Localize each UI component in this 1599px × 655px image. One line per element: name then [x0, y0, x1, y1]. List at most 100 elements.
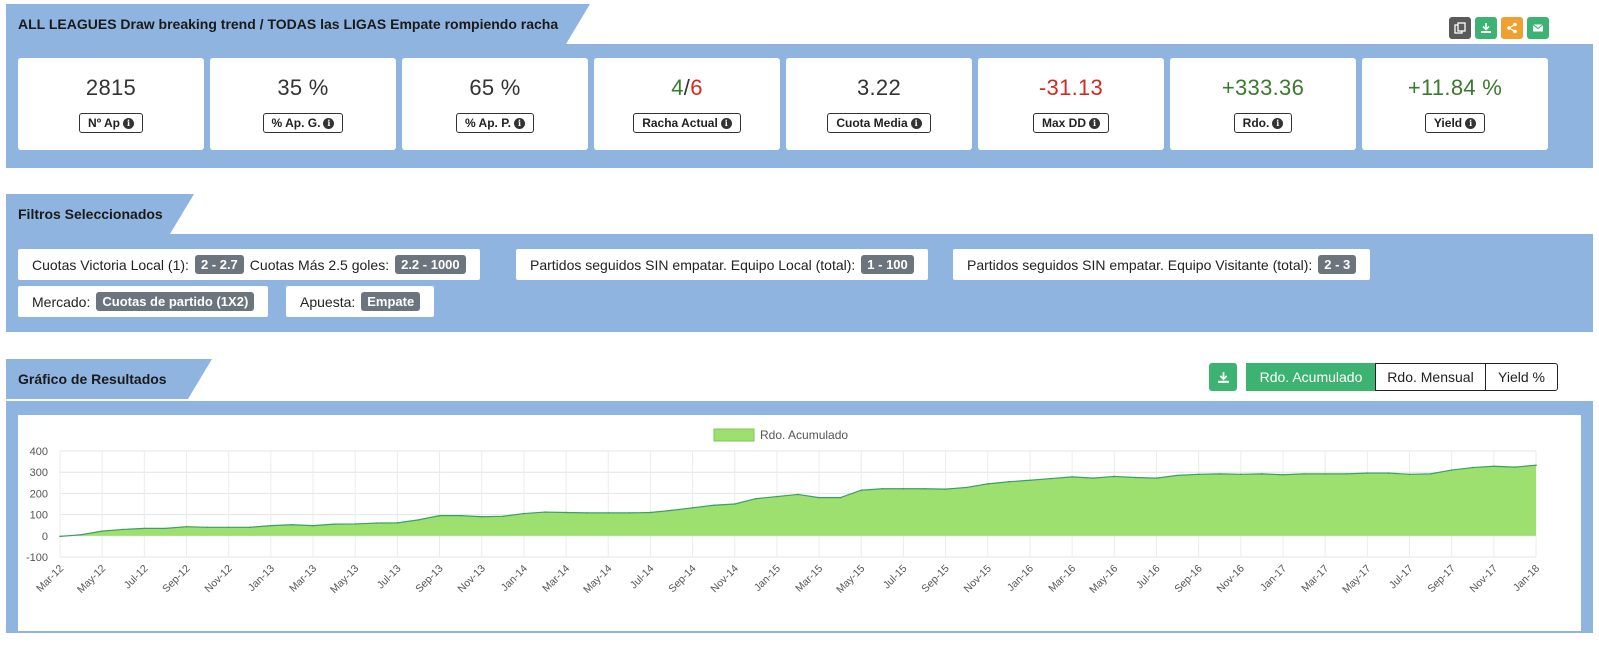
x-tick-label: Jan-16 [1005, 563, 1036, 594]
data-point [776, 495, 778, 498]
download-icon [1481, 23, 1491, 33]
x-tick-label: Sep-17 [1425, 563, 1458, 596]
data-point [396, 522, 399, 524]
y-tick-label: 300 [30, 467, 48, 479]
data-point [333, 523, 335, 525]
copy-button[interactable] [1449, 17, 1471, 39]
kpi-label[interactable]: Yield i [1424, 113, 1486, 133]
data-point [691, 507, 694, 509]
x-tick-label: Nov-15 [961, 563, 994, 596]
data-point [1408, 473, 1411, 476]
data-point [1197, 473, 1200, 476]
x-tick-label: Jul-12 [122, 563, 151, 592]
x-tick-label: Mar-16 [1046, 563, 1078, 595]
email-button[interactable] [1527, 17, 1549, 39]
kpi-card-count: 2815 Nº Ap i [18, 58, 204, 150]
data-point [248, 526, 251, 529]
tab-cumulative[interactable]: Rdo. Acumulado [1246, 363, 1376, 391]
kpi-value: 2815 [85, 75, 137, 100]
filters-section: Filtros Seleccionados Cuotas Victoria Lo… [6, 194, 1593, 332]
kpi-card-max-dd: -31.13 Max DD i [978, 58, 1164, 150]
streak-max: 6 [690, 75, 703, 100]
data-point [670, 509, 673, 512]
x-tick-label: Nov-17 [1468, 563, 1501, 596]
x-tick-label: Nov-14 [708, 563, 741, 596]
data-point [628, 512, 631, 514]
data-point [607, 512, 610, 514]
data-point [1240, 473, 1242, 476]
kpi-value: +11.84 % [1407, 75, 1503, 100]
data-point [1429, 473, 1432, 475]
tab-monthly[interactable]: Rdo. Mensual [1375, 363, 1486, 391]
chart-download-button[interactable] [1209, 363, 1237, 391]
y-tick-label: 200 [30, 488, 48, 500]
data-point [586, 512, 588, 514]
x-tick-label: May-17 [1340, 563, 1373, 596]
info-icon: i [1465, 117, 1477, 129]
info-icon: i [1272, 117, 1284, 129]
kpi-label[interactable]: Rdo. i [1233, 113, 1293, 133]
kpi-card-win-pct: 35 % % Ap. G. i [210, 58, 396, 150]
data-point [965, 486, 968, 489]
y-tick-label: -100 [26, 552, 48, 564]
data-point [164, 527, 167, 530]
filter-chip-market: Mercado: Cuotas de partido (1X2) [18, 286, 269, 317]
x-tick-label: Jul-15 [881, 563, 910, 592]
share-icon [1507, 22, 1517, 34]
kpi-card-result: +333.36 Rdo. i [1170, 58, 1356, 150]
kpi-value: 35 % [277, 75, 329, 100]
data-point [1261, 473, 1263, 475]
kpi-card-yield: +11.84 % Yield i [1362, 58, 1548, 150]
kpi-label[interactable]: % Ap. P. i [455, 113, 534, 133]
y-tick-label: 100 [30, 510, 48, 522]
chart-container: 400 300 200 100 0 -100 Mar-12 May-12 Jul-12 Sep-1… [18, 415, 1581, 631]
kpi-label[interactable]: % Ap. G. i [262, 113, 344, 133]
streak-current: 4 [671, 75, 684, 100]
streak-separator: / [683, 75, 691, 100]
kpi-label[interactable]: Racha Actual i [633, 113, 741, 133]
x-tick-label: Sep-12 [160, 563, 193, 596]
download-button[interactable] [1475, 17, 1497, 39]
info-icon: i [720, 117, 732, 129]
data-point [1514, 466, 1516, 468]
kpi-label[interactable]: Nº Ap i [79, 113, 143, 133]
kpi-label[interactable]: Max DD i [1032, 113, 1109, 133]
share-button[interactable] [1501, 17, 1523, 39]
chart-band: 400 300 200 100 0 -100 Mar-12 May-12 Jul-12 Sep-1… [6, 401, 1593, 633]
x-tick-label: Mar-17 [1299, 563, 1331, 595]
info-icon: i [122, 117, 134, 129]
data-point [1366, 472, 1369, 474]
kpi-value: -31.13 [1038, 75, 1104, 100]
info-icon: i [1089, 117, 1100, 129]
filter-chip-odds: Cuotas Victoria Local (1): 2 - 2.7 Cuota… [18, 249, 480, 280]
copy-icon [1454, 22, 1466, 34]
kpi-row: 2815 Nº Ap i 35 % % Ap. G. i 65 % % Ap. P.… [18, 58, 1548, 150]
data-point [1493, 465, 1495, 468]
x-tick-label: Jan-14 [499, 563, 530, 594]
data-point [312, 524, 314, 527]
filter-badge: Cuotas de partido (1X2) [96, 292, 255, 311]
data-point [502, 515, 504, 518]
data-point [1050, 477, 1052, 480]
data-point [544, 511, 546, 513]
data-point [101, 530, 103, 532]
x-tick-label: Mar-13 [287, 563, 319, 595]
summary-section: ALL LEAGUES Draw breaking trend / TODAS … [6, 4, 1593, 168]
data-point [1303, 473, 1305, 475]
kpi-value: +333.36 [1221, 75, 1305, 100]
filter-badge: 2 - 3 [1318, 255, 1357, 274]
filter-badge: Empate [361, 292, 421, 311]
email-icon [1532, 24, 1544, 32]
data-point [1029, 479, 1031, 482]
kpi-value: 65 % [469, 75, 521, 100]
data-point [438, 514, 441, 517]
filter-badge: 2 - 2.7 [194, 255, 244, 274]
x-tick-label: Mar-14 [540, 563, 572, 595]
tab-yield[interactable]: Yield % [1485, 363, 1558, 391]
data-point [1071, 476, 1073, 478]
kpi-label[interactable]: Cuota Media i [827, 113, 931, 133]
data-point [1535, 464, 1537, 467]
data-point [270, 524, 272, 527]
filter-chip-home-streak: Partidos seguidos SIN empatar. Equipo Lo… [516, 249, 928, 280]
x-tick-label: Jul-13 [375, 563, 404, 592]
